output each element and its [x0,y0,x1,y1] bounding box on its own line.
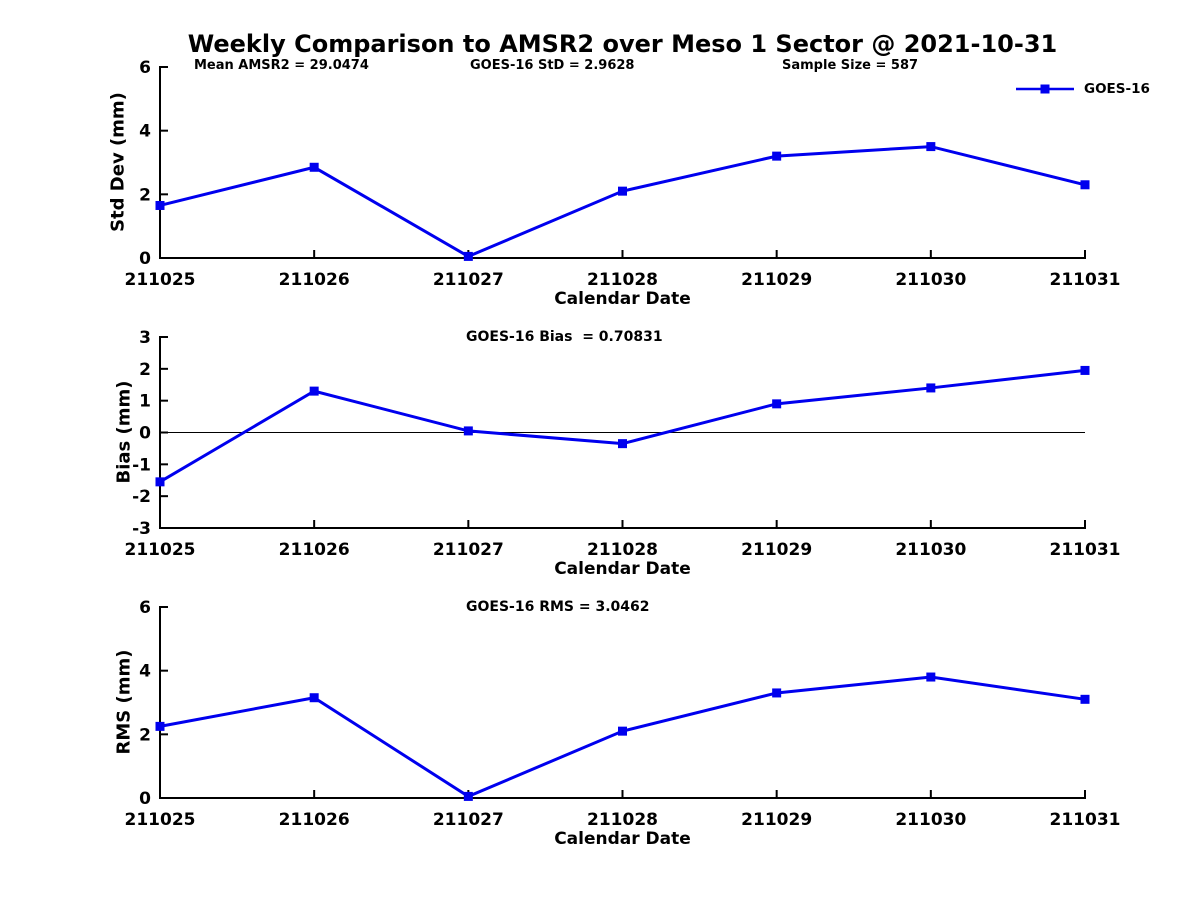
x-tick-label: 211031 [1050,810,1121,830]
x-tick-label: 211027 [433,540,504,560]
x-tick-label: 211029 [741,540,812,560]
x-tick-label: 211026 [279,810,350,830]
x-tick-label: 211030 [895,540,966,560]
legend-line-icon [1016,84,1074,94]
data-point-marker [772,688,782,698]
y-tick-label: 1 [139,392,151,412]
x-tick-label: 211031 [1050,270,1121,290]
x-tick-label: 211025 [125,810,196,830]
data-point-marker [772,151,782,161]
data-point-marker [1080,694,1090,704]
y-tick-label: 6 [139,598,151,618]
x-tick-label: 211026 [279,540,350,560]
x-tick-label: 211025 [125,540,196,560]
x-tick-label: 211027 [433,810,504,830]
data-point-marker [618,439,627,449]
x-tick-label: 211030 [895,270,966,290]
x-axis-label-stddev: Calendar Date [554,289,691,309]
x-tick-label: 211030 [895,810,966,830]
data-point-marker [463,426,473,436]
chart-rms-title: GOES-16 RMS = 3.0462 [466,599,650,615]
x-axis-label-rms: Calendar Date [554,829,691,849]
legend-label: GOES-16 [1084,81,1150,97]
x-tick-label: 211029 [741,810,812,830]
series-line [159,368,1086,484]
y-tick-label: -1 [132,455,151,475]
x-tick-label: 211028 [587,270,658,290]
x-tick-label: 211027 [433,270,504,290]
data-point-marker [618,186,627,196]
chart-bias-title: GOES-16 Bias = 0.70831 [466,329,663,345]
y-tick-label: 0 [139,249,151,269]
y-tick-label: 2 [139,725,151,745]
y-tick-label: 0 [139,789,151,809]
legend: GOES-16 [1015,81,1150,97]
data-point-marker [1080,365,1090,375]
x-tick-label: 211026 [279,270,350,290]
annotation-sample-size: Sample Size = 587 [782,58,919,73]
data-point-marker [463,251,473,261]
y-tick-label: -2 [132,487,151,507]
y-tick-label: 0 [139,424,151,444]
data-point-marker [1080,180,1090,190]
y-tick-label: 2 [139,185,151,205]
data-point-marker [926,142,936,152]
data-point-marker [155,200,165,210]
y-tick-label: 6 [139,58,151,78]
series-line [159,145,1086,259]
y-tick-label: 4 [139,122,151,142]
figure-title: Weekly Comparison to AMSR2 over Meso 1 S… [187,30,1058,58]
annotation-mean-amsr2: Mean AMSR2 = 29.0474 [194,58,369,73]
x-tick-label: 211031 [1050,540,1121,560]
data-point-marker [926,383,936,393]
series-line [159,675,1086,799]
x-tick-label: 211029 [741,270,812,290]
data-point-marker [772,399,782,409]
y-tick-label: -3 [132,519,151,539]
data-point-marker [155,477,165,487]
data-point-marker [309,386,319,396]
x-tick-label: 211028 [587,810,658,830]
y-axis-label-rms: RMS (mm) [113,649,135,755]
data-point-marker [155,721,165,731]
data-point-marker [618,726,627,736]
y-tick-label: 4 [139,662,151,682]
y-tick-label: 2 [139,360,151,380]
data-point-marker [309,162,319,172]
y-tick-label: 3 [139,328,151,348]
data-point-marker [309,693,319,703]
x-tick-label: 211025 [125,270,196,290]
y-axis-label-stddev: Std Dev (mm) [107,92,129,232]
annotation-goes16-std: GOES-16 StD = 2.9628 [470,58,635,73]
x-tick-label: 211028 [587,540,658,560]
data-point-marker [926,672,936,682]
y-axis-label-bias: Bias (mm) [113,380,135,484]
data-point-marker [463,791,473,801]
x-axis-label-bias: Calendar Date [554,559,691,579]
